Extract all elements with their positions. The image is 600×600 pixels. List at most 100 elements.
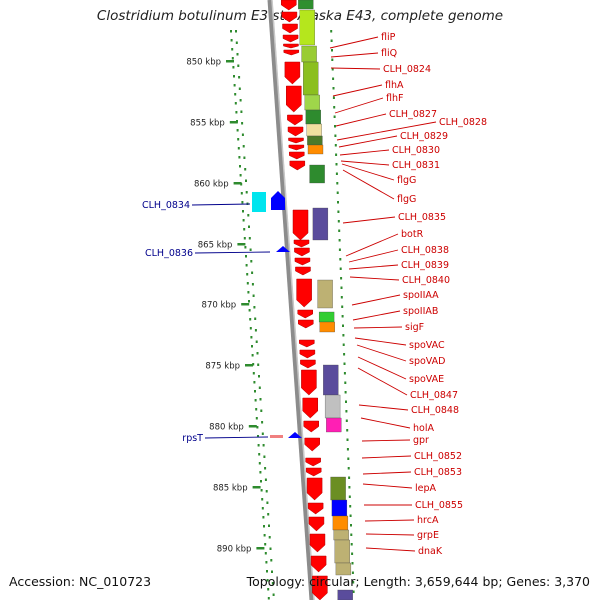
track-dot xyxy=(267,588,270,591)
track-dot xyxy=(254,317,257,320)
forward-gene-arrow xyxy=(293,239,310,248)
gene-label: flhA xyxy=(385,80,404,91)
track-dot xyxy=(330,30,333,33)
track-dot xyxy=(243,156,246,159)
track-dot xyxy=(256,426,259,429)
cog-block xyxy=(333,529,349,541)
track-dot xyxy=(248,309,251,312)
gene-label: CLH_0853 xyxy=(414,467,462,478)
gene-label: CLH_0835 xyxy=(398,212,446,223)
label-leader-line xyxy=(338,135,398,148)
label-leader-line xyxy=(330,67,381,70)
track-dot xyxy=(241,122,244,125)
gene-label: grpE xyxy=(417,530,439,541)
gene-label: lepA xyxy=(415,483,437,494)
label-leader-line xyxy=(352,310,401,321)
track-dot xyxy=(233,75,235,78)
track-dot xyxy=(348,476,351,479)
track-dot xyxy=(265,561,268,564)
label-leader-line xyxy=(342,169,395,200)
kbp-tick-mark xyxy=(229,121,238,124)
track-dot xyxy=(262,516,265,519)
track-dot xyxy=(336,191,339,194)
forward-gene-arrow xyxy=(288,137,304,144)
cog-block xyxy=(312,207,329,241)
track-dot xyxy=(240,192,243,195)
dotted-track-inner-left xyxy=(235,30,275,596)
track-dot xyxy=(246,273,249,276)
label-leader-line xyxy=(345,233,399,257)
label-leader-line xyxy=(358,404,409,411)
track-dot xyxy=(345,400,347,403)
track-dot xyxy=(248,300,250,303)
gene-label: flgG xyxy=(397,175,416,186)
track-dot xyxy=(266,501,269,504)
track-dot xyxy=(252,294,255,297)
track-dot xyxy=(240,110,243,113)
kbp-tick-label: 855 kbp xyxy=(190,119,225,129)
track-dot xyxy=(331,58,334,61)
label-leader-line xyxy=(335,113,387,127)
gene-label: CLH_0839 xyxy=(401,260,449,271)
track-dot xyxy=(266,570,268,573)
track-dot xyxy=(346,438,349,441)
track-dot xyxy=(338,239,341,242)
track-dot xyxy=(239,165,241,168)
forward-gene-arrow xyxy=(307,502,324,515)
gene-label: CLH_0855 xyxy=(415,500,463,511)
forward-gene-arrow xyxy=(288,144,305,151)
kbp-tick-mark xyxy=(252,486,261,489)
track-dot xyxy=(245,255,247,258)
dotted-track-outer-left xyxy=(230,30,270,600)
gene-label: CLH_0824 xyxy=(383,64,431,75)
gene-label: gpr xyxy=(413,435,429,446)
forward-gene-arrow xyxy=(286,85,302,113)
label-leader-line xyxy=(332,84,383,97)
track-dot xyxy=(271,570,273,573)
cog-color-track xyxy=(298,0,353,600)
forward-gene-arrow xyxy=(292,209,309,241)
track-dot xyxy=(261,507,264,510)
forward-gene-arrow xyxy=(299,339,315,348)
label-leader-line xyxy=(348,264,399,270)
track-dot xyxy=(245,264,248,267)
forward-gene-arrow xyxy=(302,397,319,419)
track-dot xyxy=(262,444,265,447)
track-dot xyxy=(339,258,342,261)
gene-label: flgG xyxy=(397,194,416,205)
gene-label: CLH_0829 xyxy=(400,131,448,142)
track-dot xyxy=(270,559,273,562)
track-dot xyxy=(352,590,355,593)
label-leader-line xyxy=(330,52,379,58)
track-dot xyxy=(242,219,245,222)
kbp-tick-mark xyxy=(233,182,242,185)
track-dot xyxy=(235,111,238,114)
label-leader-line xyxy=(362,471,412,475)
kbp-tick-mark xyxy=(248,425,257,428)
gene-label: CLH_0852 xyxy=(414,451,462,462)
genome-backbone xyxy=(267,0,315,600)
track-dot xyxy=(260,480,262,483)
forward-gene-arrow xyxy=(304,437,320,452)
track-dot xyxy=(267,597,270,600)
track-dot xyxy=(238,76,241,79)
forward-gene-arrow xyxy=(296,278,312,308)
track-dot xyxy=(239,99,242,102)
genome-backbone-highlight xyxy=(271,0,315,600)
forward-gene-arrow xyxy=(299,349,316,359)
track-dot xyxy=(342,324,344,327)
track-dot xyxy=(336,182,339,185)
gene-label: sigF xyxy=(405,322,424,333)
track-dot xyxy=(339,267,342,270)
label-leader-line xyxy=(361,439,411,442)
kbp-tick-mark xyxy=(226,60,234,63)
track-dot xyxy=(350,543,353,546)
track-dot xyxy=(258,462,261,465)
kbp-scale: 850 kbp 855 kbp 860 kbp 865 kbp 870 kbp 875 k… xyxy=(186,58,265,555)
track-dot xyxy=(335,153,338,156)
track-dot xyxy=(242,210,244,213)
gene-label: CLH_0847 xyxy=(410,390,458,401)
track-dot xyxy=(248,225,250,228)
cog-block xyxy=(307,144,324,155)
track-dot xyxy=(257,435,259,438)
